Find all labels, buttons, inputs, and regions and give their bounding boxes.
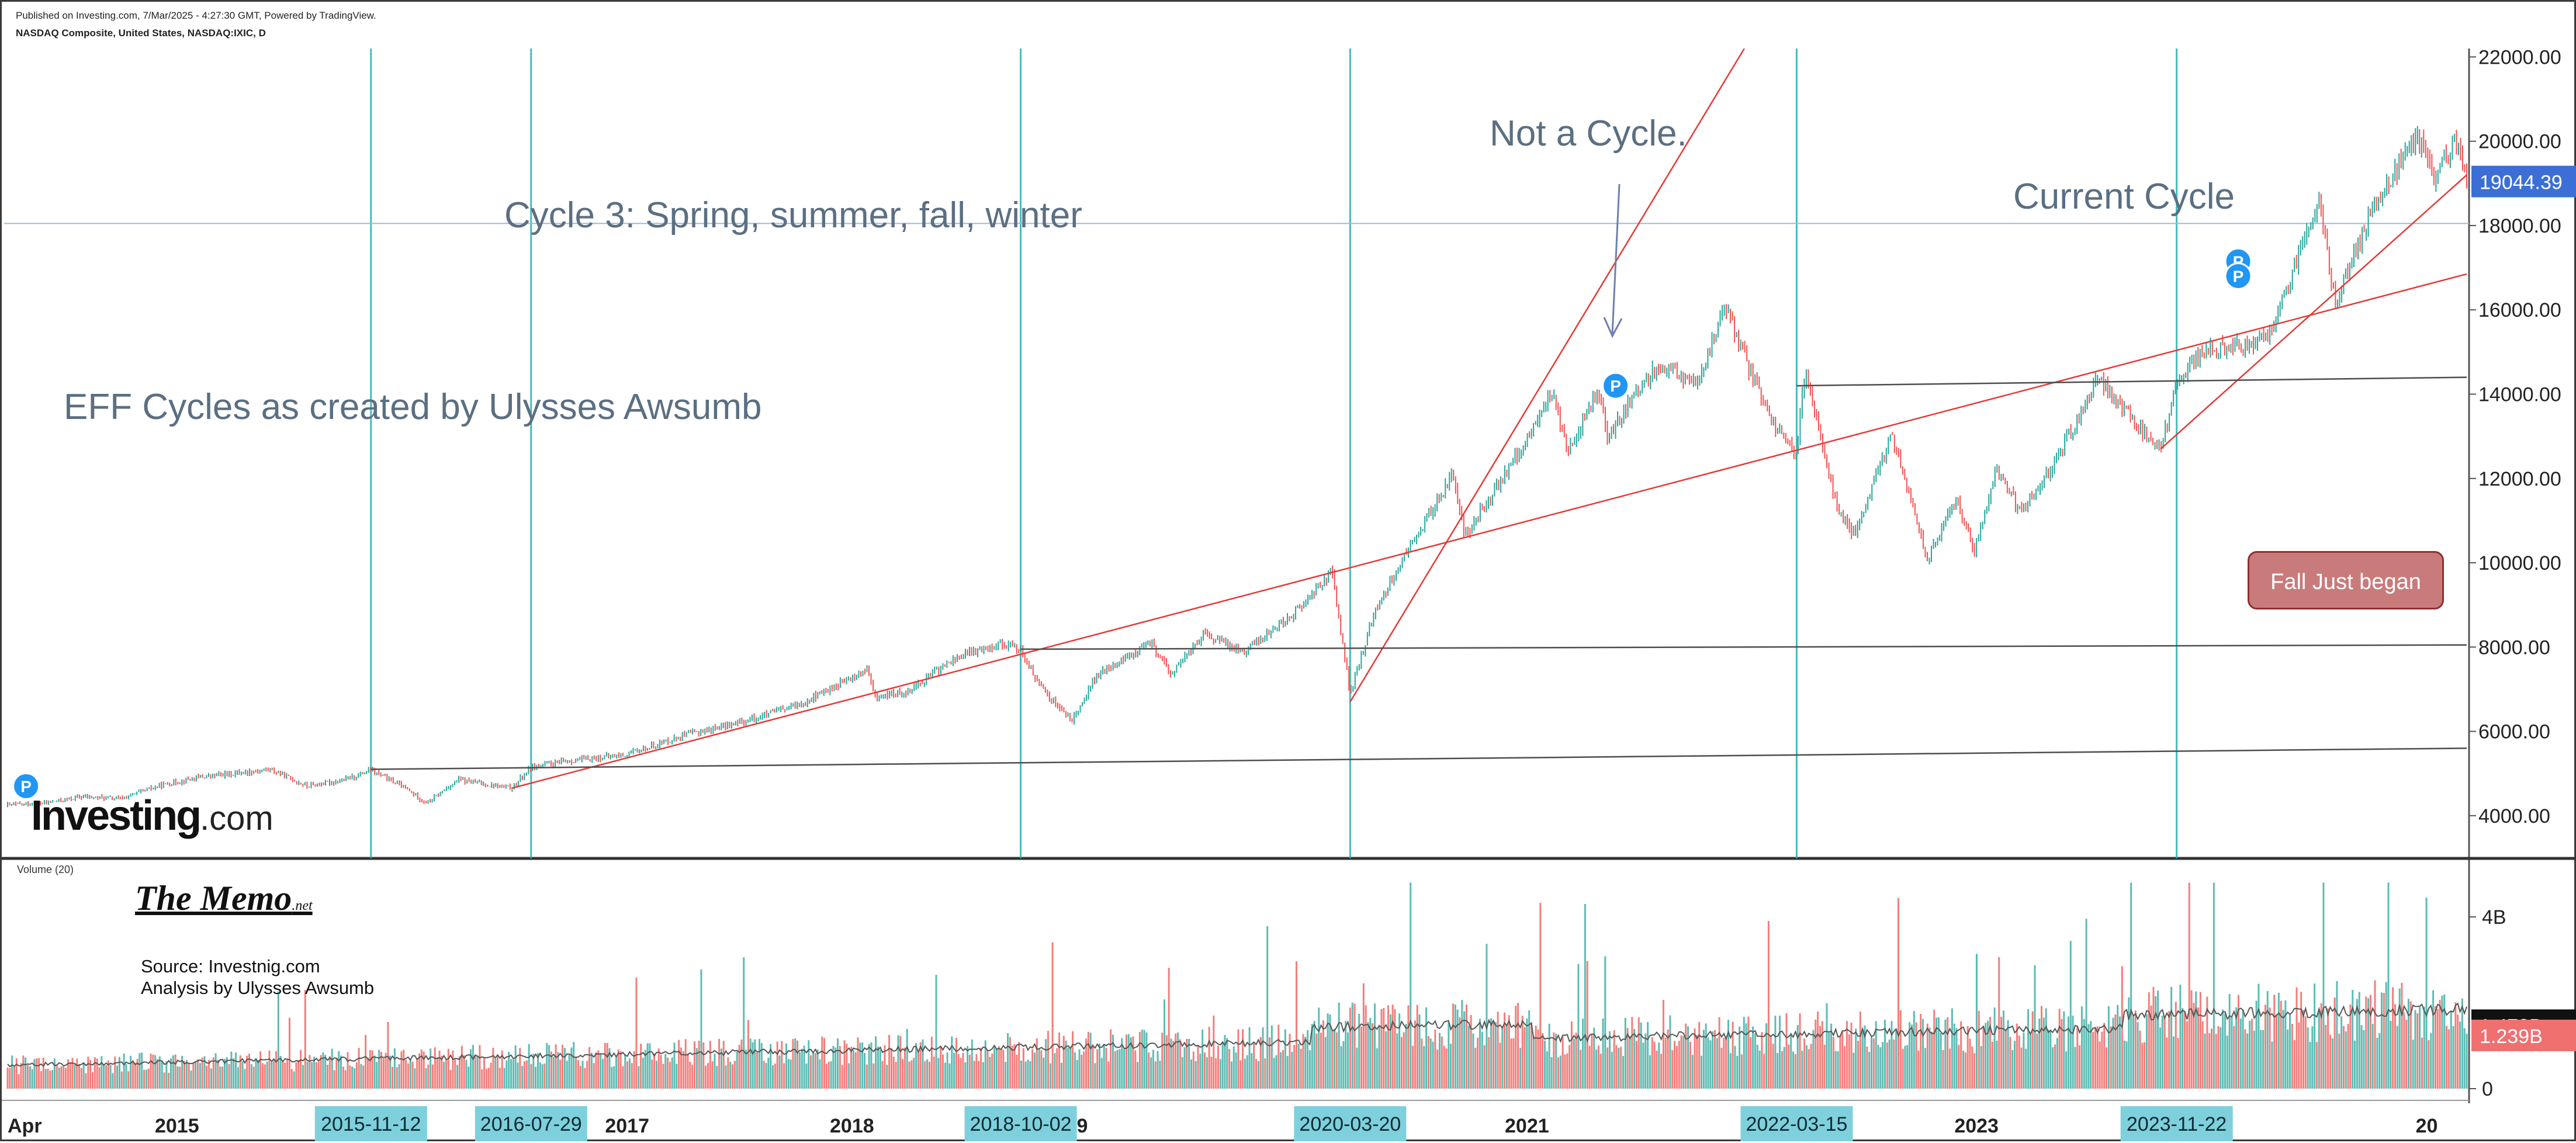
date-badge-text: 2015-11-12 — [321, 1113, 421, 1135]
trendline-black — [1796, 376, 2467, 387]
time-axis-label: 2018 — [830, 1115, 874, 1137]
published-header: Published on Investing.com, 7/Mar/2025 -… — [16, 10, 376, 21]
p-marker[interactable]: P — [12, 772, 40, 800]
trendline-black — [1020, 644, 2467, 650]
date-badge-text: 2022-03-15 — [1746, 1113, 1847, 1135]
date-badge-bg — [1740, 1106, 1853, 1141]
volume-tick-label: 0 — [2482, 1078, 2493, 1100]
marked-date-badges: 2015-11-12 2016-07-29 2018-10-02 2020-03-20… — [314, 1106, 2233, 1141]
trendline-red — [1349, 49, 1745, 702]
date-badge: 2020-03-20 — [1294, 1106, 1407, 1141]
p-marker[interactable]: P — [2224, 262, 2252, 290]
date-badge-text: 2016-07-29 — [480, 1113, 582, 1135]
time-axis-labels: Apr20152017201819220212202320 — [8, 1115, 2437, 1137]
volume-tick-label: 4B — [2482, 906, 2506, 929]
price-tick-label: 6000.00 — [2478, 721, 2550, 743]
price-tick-label: 4000.00 — [2478, 805, 2550, 827]
current-price-badge: 19044.39 — [2471, 165, 2576, 198]
volume-bars — [6, 882, 2468, 1089]
cycle3-annotation: Cycle 3: Spring, summer, fall, winter — [504, 195, 1082, 235]
current-price-badge-text: 19044.39 — [2480, 172, 2563, 194]
date-badge: 2023-11-22 — [2120, 1106, 2233, 1141]
analysis-text: Analysis by Ulysses Awsumb — [141, 978, 375, 998]
date-badge-bg — [964, 1106, 1077, 1141]
volume-average-line — [7, 1002, 2467, 1068]
volume-axis-ticks: 0 4B — [2469, 906, 2506, 1100]
time-axis-label: 2023 — [1954, 1115, 1999, 1137]
not-a-cycle-annotation: Not a Cycle. — [1490, 113, 1687, 154]
price-axis-ticks: 4000.00 6000.00 8000.00 10000.00 12000.00 140… — [2469, 46, 2561, 827]
time-axis-label: 2015 — [155, 1115, 199, 1137]
p-marker-letter: P — [1610, 377, 1621, 395]
price-tick-label: 12000.00 — [2478, 468, 2561, 490]
date-badge: 2016-07-29 — [475, 1106, 587, 1141]
date-badge-bg — [1294, 1106, 1407, 1141]
fall-just-began-callout: Fall Just began — [2248, 551, 2444, 609]
p-marker-dot[interactable] — [12, 772, 40, 800]
time-axis-label: 20 — [2416, 1115, 2438, 1137]
eff-cycles-annotation: EFF Cycles as created by Ulysses Awsumb — [64, 387, 762, 427]
time-axis-label: 2021 — [1505, 1115, 1549, 1137]
volume-label: Volume (20) — [17, 864, 74, 875]
cycle-lines — [370, 49, 2178, 858]
date-badge: 2015-11-12 — [314, 1106, 427, 1141]
source-text: Source: Investnig.com — [141, 956, 320, 976]
volume-average-badge: 1.239B — [2471, 1019, 2576, 1051]
p-marker-letter: P — [20, 777, 32, 795]
current-price-badge-bg — [2471, 165, 2576, 198]
trendline-red — [511, 273, 2467, 789]
date-badge: 2018-10-02 — [964, 1106, 1077, 1141]
price-tick-label: 20000.00 — [2478, 131, 2561, 153]
investing-logo: Investing.com — [31, 792, 273, 839]
volume-average-badge-text: 1.239B — [2480, 1026, 2543, 1048]
annotation-arrow — [1603, 183, 1623, 338]
time-axis-label: 2017 — [605, 1115, 649, 1137]
date-badge-bg — [475, 1106, 587, 1141]
price-tick-label: 18000.00 — [2478, 215, 2561, 237]
p-marker-letter: P — [2233, 268, 2244, 286]
price-tick-label: 10000.00 — [2478, 552, 2561, 574]
date-badge-text: 2020-03-20 — [1299, 1113, 1401, 1135]
trendlines — [371, 49, 2467, 789]
p-marker[interactable]: P — [1602, 372, 1630, 400]
symbol-header: NASDAQ Composite, United States, NASDAQ:… — [16, 27, 266, 39]
date-badge: 2022-03-15 — [1740, 1106, 1853, 1141]
price-tick-label: 14000.00 — [2478, 384, 2561, 406]
date-badge-bg — [314, 1106, 427, 1141]
candles-layer — [7, 126, 2467, 808]
the-memo-logo: The Memo.net — [135, 879, 313, 917]
time-axis-label: Apr — [8, 1115, 42, 1137]
p-marker-dot[interactable] — [2224, 262, 2252, 290]
date-badge-text: 2018-10-02 — [970, 1113, 1072, 1135]
date-badge-bg — [2120, 1106, 2233, 1141]
volume-average-badge-bg — [2471, 1019, 2576, 1051]
trendline-black — [371, 747, 2467, 770]
trendline-red — [2160, 174, 2467, 450]
price-tick-label: 16000.00 — [2478, 299, 2561, 321]
price-tick-label: 8000.00 — [2478, 636, 2550, 659]
price-tick-label: 22000.00 — [2478, 46, 2561, 68]
price-badges: 19044.391.478B1.239B — [2471, 165, 2576, 1051]
date-badge-text: 2023-11-22 — [2127, 1113, 2227, 1135]
current-cycle-annotation: Current Cycle — [2013, 176, 2235, 217]
p-marker-dot[interactable] — [1602, 372, 1630, 400]
